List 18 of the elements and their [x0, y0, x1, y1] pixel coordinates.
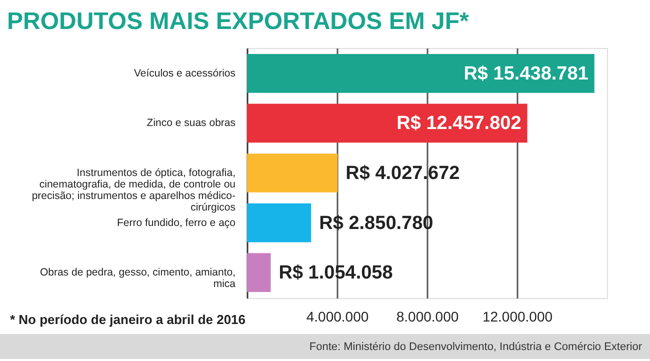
y-tick-label: Ferro fundido, ferro e aço	[117, 216, 236, 229]
chart-title: PRODUTOS MAIS EXPORTADOS EM JF*	[7, 8, 470, 35]
x-tick-label: 8.000.000	[396, 308, 459, 324]
bar	[247, 253, 271, 292]
data-label: R$ 15.438.781	[464, 63, 589, 84]
bar	[247, 104, 528, 143]
y-tick-label: Zinco e suas obras	[146, 117, 236, 130]
y-tick-label: Veículos e acessórios	[134, 67, 236, 80]
source-note: Fonte: Ministério do Desenvolvimento, Indústria e Comércio Exterior	[309, 341, 642, 353]
bar	[247, 54, 594, 93]
bar	[247, 154, 338, 192]
data-label: R$ 12.457.802	[396, 113, 522, 134]
y-tick-label: Obras de pedra, gesso, cimento, amianto, mica	[40, 266, 236, 290]
x-tick-label: 12.000.000	[482, 308, 553, 324]
x-tick-label: 4.000.000	[306, 308, 369, 324]
text: * No período de janeiro a abril de 2016	[10, 312, 246, 327]
bar	[247, 203, 312, 242]
y-tick-label: Instrumentos de óptica, fotografia, cinematografia, de medida, de controle ou precisão; instrumentos e aparelhos médico-cirúrgicos	[32, 167, 236, 214]
